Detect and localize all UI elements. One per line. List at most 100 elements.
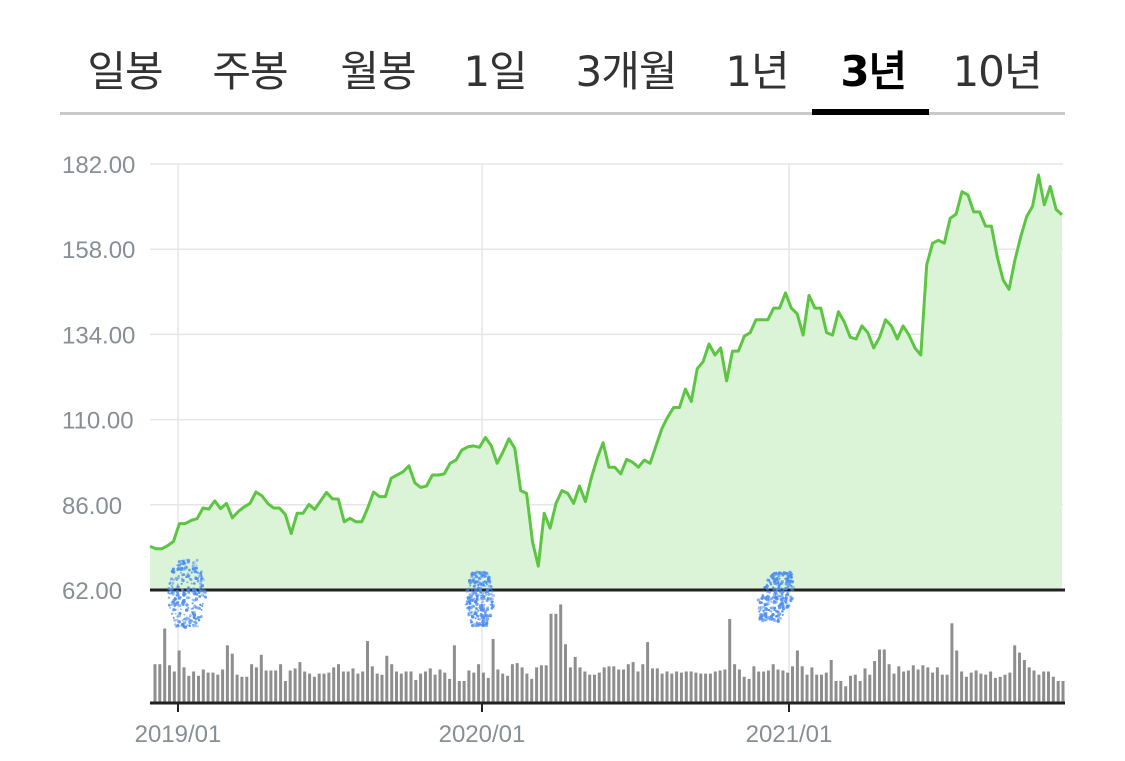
volume-bar [332, 667, 336, 702]
volume-bar [510, 664, 514, 702]
volume-bar [312, 676, 316, 702]
volume-bar [622, 669, 625, 703]
volume-bar [438, 669, 442, 703]
volume-bar [399, 673, 403, 702]
volume-bar [346, 671, 350, 702]
active-tab-indicator [812, 109, 929, 115]
volume-bar [950, 623, 954, 703]
volume-bar [544, 665, 548, 703]
volume-bar [602, 667, 606, 702]
volume-bar [1056, 681, 1060, 702]
volume-bar [375, 673, 379, 702]
volume-bar [597, 672, 601, 702]
volume-bar [201, 669, 205, 703]
volume-bar [298, 662, 302, 702]
volume-bar [655, 668, 659, 702]
volume-bar [187, 675, 191, 703]
volume-bar [235, 674, 239, 702]
volume-bar [781, 670, 785, 702]
volume-bar [1022, 660, 1026, 702]
volume-bar [897, 666, 901, 702]
volume-bar [564, 644, 567, 703]
volume-bar [250, 664, 254, 702]
tab-3-months[interactable]: 3개월 [575, 47, 677, 96]
volume-bar [549, 613, 553, 702]
volume-bar [626, 664, 630, 702]
volume-bar [283, 681, 287, 702]
volume-bar [742, 676, 746, 702]
tab-1-day[interactable]: 1일 [463, 47, 527, 96]
tab-3-years[interactable]: 3년 [840, 47, 907, 96]
tab-daily[interactable]: 일봉 [87, 47, 163, 96]
volume-bar [926, 667, 930, 702]
period-tab-bar: 일봉 주봉 월봉 1일 3개월 1년 3년 10년 [60, 0, 1065, 115]
volume-bar [506, 675, 510, 703]
volume-bar [931, 672, 935, 702]
volume-bar [747, 678, 751, 702]
event-marker-2021/01[interactable] [756, 570, 795, 623]
volume-bar [858, 681, 862, 702]
volume-bar [288, 670, 292, 702]
volume-bar [675, 671, 679, 702]
volume-bar [829, 660, 833, 702]
volume-bar [844, 686, 848, 703]
volume-bar [1051, 676, 1055, 702]
volume-bar [853, 674, 857, 702]
volume-bar [1047, 671, 1050, 702]
volume-bar [370, 666, 374, 702]
volume-bar [414, 680, 418, 703]
volume-bar [254, 667, 258, 702]
tab-10-years[interactable]: 10년 [952, 47, 1042, 96]
volume-bar [274, 670, 278, 702]
tab-1-year[interactable]: 1년 [725, 47, 789, 96]
volume-bar [737, 669, 741, 703]
volume-bar [356, 673, 360, 702]
volume-bar [805, 674, 809, 702]
volume-bar [1013, 645, 1017, 702]
volume-bar [168, 665, 171, 703]
volume-bar [404, 671, 408, 702]
volume-bar [409, 671, 413, 702]
event-marker-2020/01[interactable] [465, 570, 495, 628]
volume-bar [1042, 671, 1046, 702]
volume-bar [776, 669, 780, 703]
volume-bar [873, 661, 877, 702]
volume-bar [554, 613, 558, 702]
volume-bar [935, 667, 939, 702]
volume-bar [568, 667, 572, 702]
volume-bar [515, 663, 519, 702]
tab-monthly[interactable]: 월봉 [340, 47, 416, 96]
volume-bar [694, 672, 698, 702]
x-tick-label: 2019/01 [135, 721, 222, 748]
volume-bar [960, 671, 964, 702]
tab-weekly[interactable]: 주봉 [212, 47, 288, 96]
volume-bar [989, 671, 993, 702]
y-tick-label: 62.00 [62, 578, 122, 605]
y-tick-label: 86.00 [62, 493, 122, 520]
event-marker-2019/01[interactable] [167, 558, 207, 630]
volume-bar [206, 672, 210, 702]
volume-bar [708, 673, 712, 702]
volume-bar [766, 670, 770, 702]
volume-bar [308, 673, 312, 702]
volume-bar [390, 664, 394, 702]
x-axis-labels: 2019/01 2020/01 2021/01 [135, 703, 832, 748]
volume-bar [457, 681, 461, 702]
volume-bar [317, 673, 321, 702]
volume-bar [230, 653, 234, 702]
volume-bar [530, 678, 534, 702]
volume-bar [153, 664, 157, 702]
volume-bar [419, 673, 423, 702]
volume-bar [704, 673, 708, 702]
volume-bar [733, 664, 737, 702]
volume-bar [593, 674, 596, 702]
volume-bar [385, 655, 389, 702]
volume-bar [361, 671, 365, 702]
volume-bar [882, 649, 886, 702]
volume-bar [665, 671, 669, 702]
volume-bar [911, 665, 915, 703]
volume-bar [172, 671, 176, 702]
price-line [149, 173, 1064, 568]
volume-bar [718, 670, 722, 702]
